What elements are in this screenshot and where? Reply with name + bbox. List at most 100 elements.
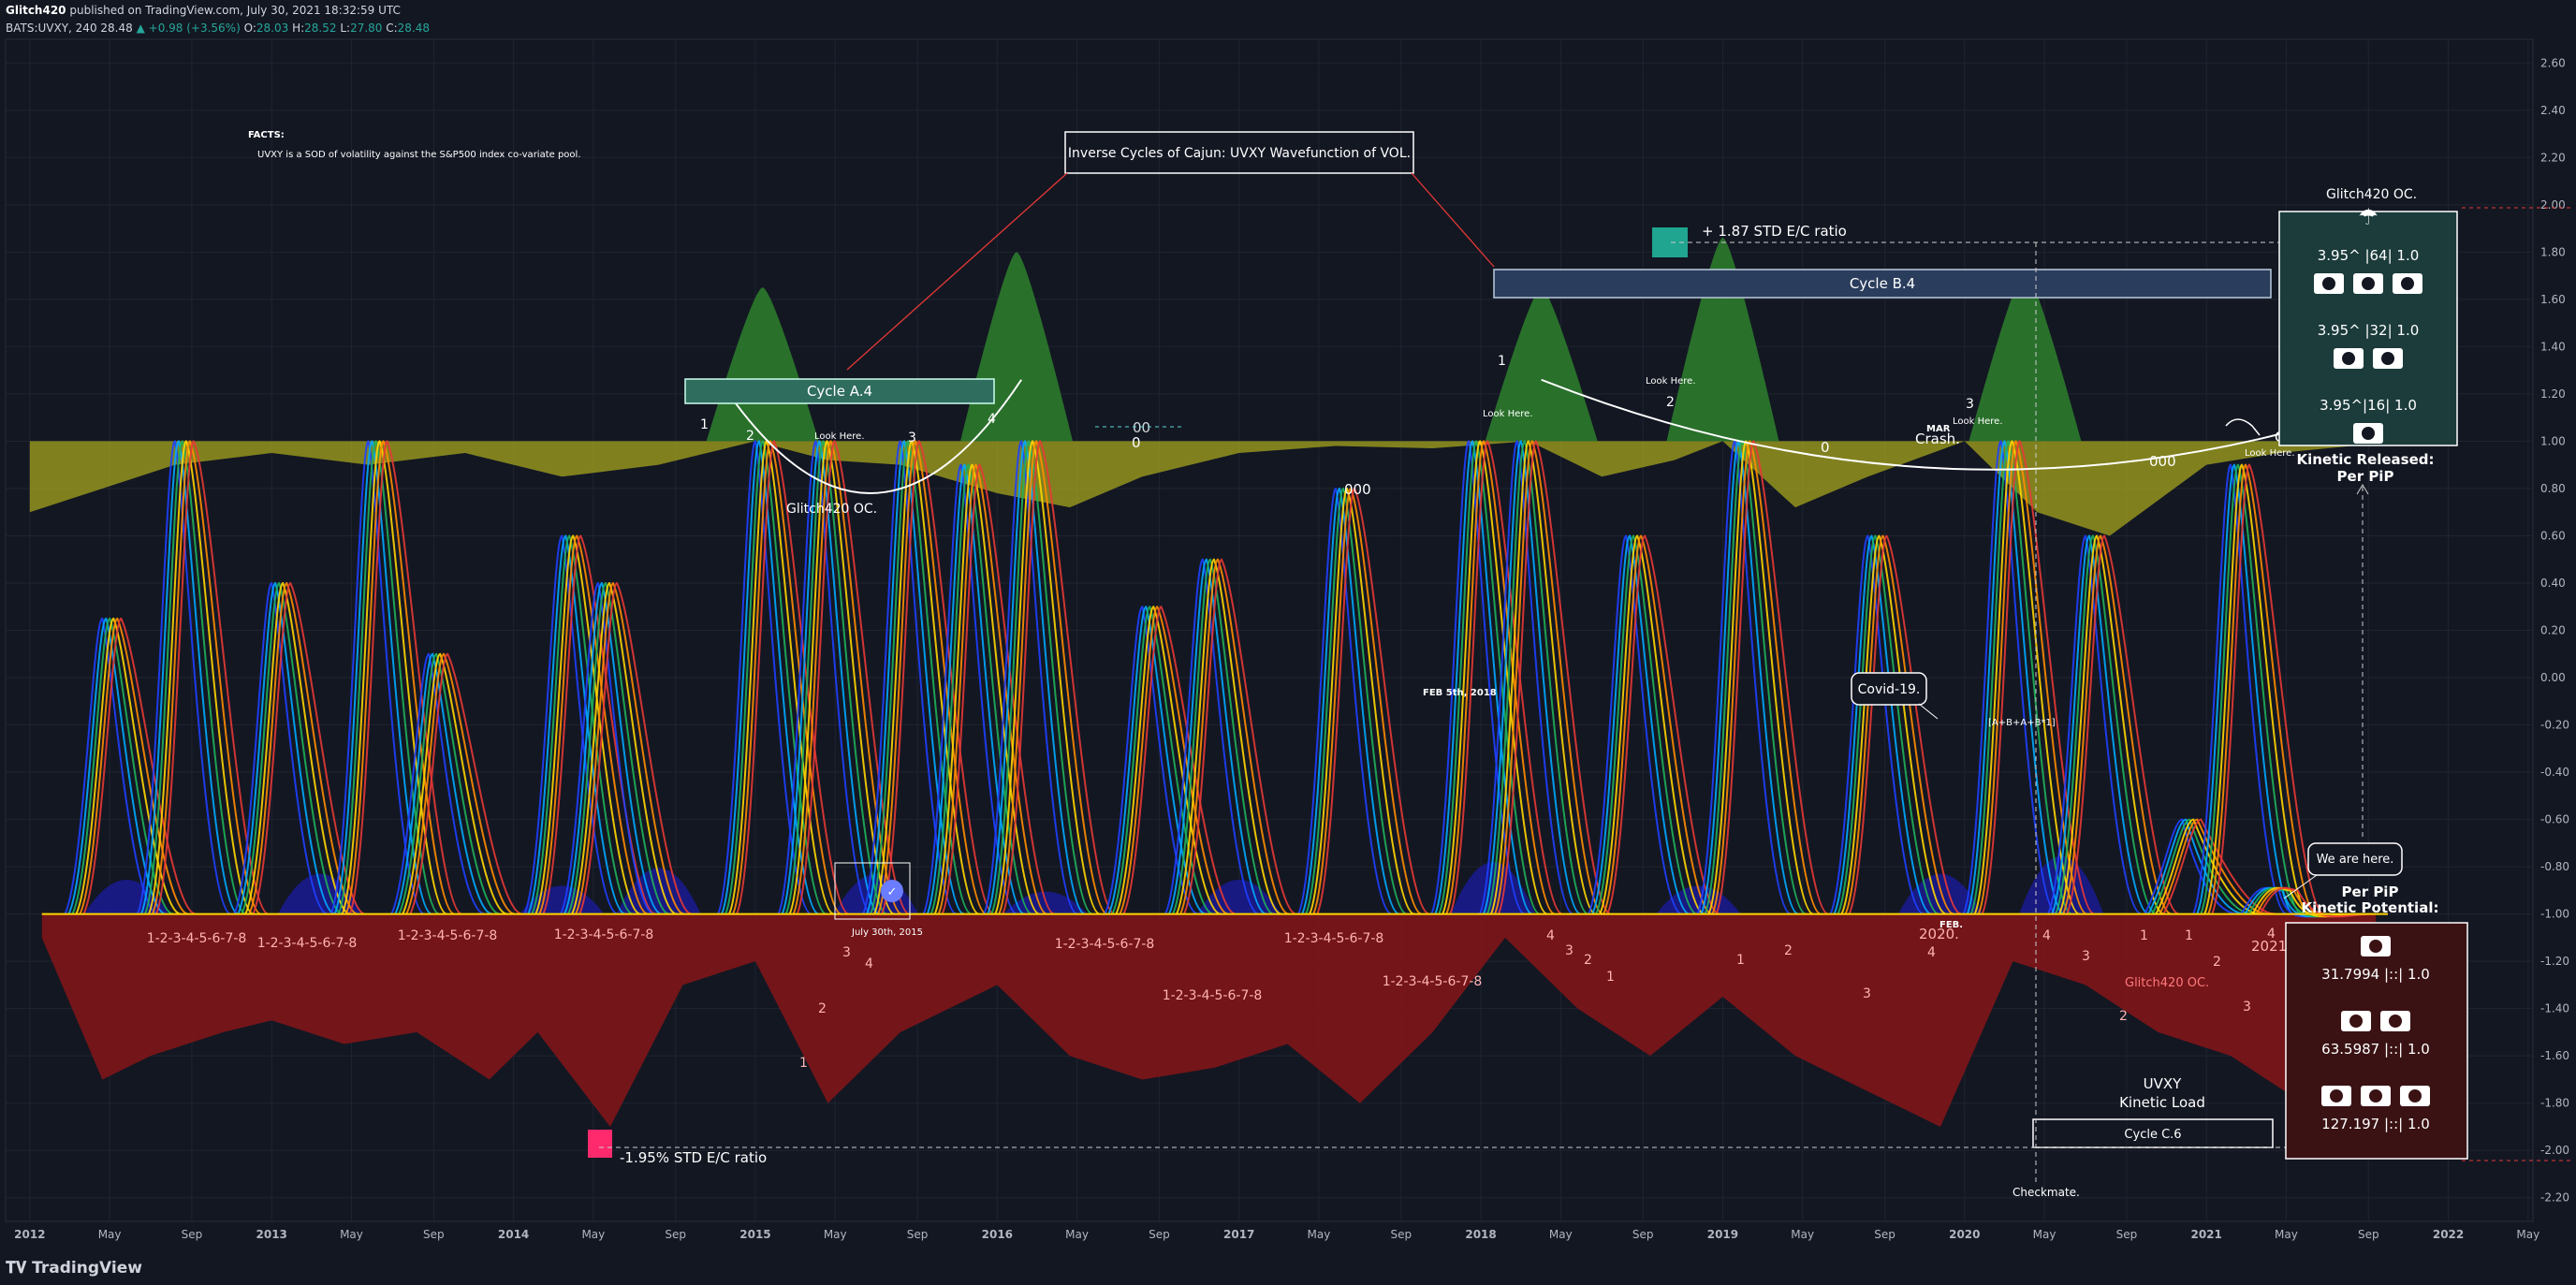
y-tick-label: -0.20 [2540, 719, 2569, 732]
spike-line [1833, 534, 1932, 915]
spike-line [1603, 534, 1713, 915]
per-pip-label: Per PiP [2342, 883, 2399, 900]
cycle-number-label: 1 [700, 417, 709, 432]
spike-line [575, 581, 685, 915]
spike-line [1707, 440, 1814, 915]
spike-line [244, 581, 351, 915]
y-axis[interactable]: 2.60 2.40 2.20 2.00 1.80 1.60 1.40 1.20 1.00 0.80… [2540, 56, 2569, 1204]
open-value: 28.03 [256, 22, 289, 35]
spike-line [998, 440, 1108, 915]
spike-line [877, 440, 988, 915]
author-name[interactable]: Glitch420 [6, 4, 66, 17]
cash-icon-coin [2401, 277, 2414, 290]
x-tick-label: 2015 [739, 1228, 770, 1241]
last-price: 28.48 [100, 22, 133, 35]
spike-line [1977, 440, 2088, 915]
symbol-label[interactable]: BATS:UVXY, 240 [6, 22, 97, 35]
cycle-number-label: 3 [908, 431, 916, 445]
cash-icon-coin [2362, 277, 2375, 290]
spike-line [564, 581, 663, 915]
kinetic-potential-value: 63.5987 |::| 1.0 [2321, 1041, 2430, 1058]
connector-line [846, 172, 1068, 371]
spike-line [2058, 534, 2165, 915]
y-tick-label: 0.60 [2540, 529, 2566, 542]
covid-callout [1851, 672, 1927, 706]
cycle-number-label: 4 [1927, 945, 1936, 960]
x-tick-label: 2021 [2190, 1228, 2221, 1241]
kinetic-potential-value: 31.7994 |::| 1.0 [2321, 966, 2430, 983]
spike-line [1111, 606, 1214, 915]
red-oscillator-area [41, 913, 2377, 1127]
spike-line [1122, 606, 1237, 915]
cycle-number-label: 2 [1784, 943, 1793, 958]
blue-mound [1897, 873, 1983, 914]
y-tick-label: -0.40 [2540, 766, 2569, 779]
umbrella-icon: ☂ [2358, 204, 2378, 230]
spike-line [937, 463, 1048, 915]
spike-line [724, 440, 827, 915]
cycle-number-label: 3 [842, 945, 851, 960]
spike-line [571, 581, 678, 915]
spike-line [248, 581, 359, 915]
cycle-number-label: 1 [799, 1056, 808, 1071]
spike-line [2151, 818, 2254, 915]
price-change: ▲ +0.98 (+3.56%) [136, 22, 241, 35]
spike-line [1829, 534, 1925, 915]
x-axis[interactable]: 2012 May Sep 2013 May Sep 2014 May Sep 2015 May Sep… [14, 1228, 2539, 1241]
y-tick-label: 1.80 [2540, 245, 2566, 258]
blue-mound [2019, 855, 2104, 914]
kinetic-released-panel [2278, 211, 2458, 446]
glitch-oc-label: Glitch420 OC. [786, 502, 877, 517]
sequence-label: 1-2-3-4-5-6-7-8 [554, 927, 654, 942]
spike-line [1606, 534, 1720, 915]
cycle-number-label: 3 [2243, 1000, 2251, 1015]
annotations-layer[interactable]: Cycle A.4 Cycle B.4 Cycle C.6 Inverse Cycle… [147, 130, 2574, 1199]
kinetic-load-label: Kinetic Load [2119, 1094, 2205, 1111]
sequence-label: 1-2-3-4-5-6-7-8 [1163, 988, 1263, 1003]
y-tick-label: 2.20 [2540, 151, 2566, 164]
we-are-here-callout [2307, 842, 2403, 876]
spike-line [1445, 440, 1556, 915]
high-label: H: [292, 22, 305, 35]
crash-label: Crash. [1915, 431, 1960, 447]
cycle-number-label: 2 [1584, 953, 1592, 968]
y-tick-label: 1.60 [2540, 293, 2566, 306]
cycle-number-label: 3 [1565, 943, 1573, 958]
spike-line [870, 440, 973, 915]
close-label: C: [386, 22, 398, 35]
cycle-c-label: Cycle C.6 [2124, 1128, 2181, 1142]
title-box-box [1064, 131, 1414, 174]
publish-info: published on TradingView.com, July 30, 2… [69, 4, 401, 17]
facts-title: FACTS: [248, 130, 285, 140]
cycle-arc [718, 379, 1023, 494]
look-here-label: Look Here. [1483, 409, 1533, 419]
look-here-label: Look Here. [1646, 376, 1696, 387]
cash-icon-coin [2349, 1015, 2363, 1028]
x-tick-label: Sep [1149, 1228, 1170, 1241]
y-tick-label: 2.40 [2540, 104, 2566, 117]
spike-line [2211, 463, 2325, 915]
kinetic-potential-value: 127.197 |::| 1.0 [2321, 1116, 2430, 1132]
low-value: 27.80 [350, 22, 383, 35]
arrow-head [2356, 484, 2369, 495]
spike-line [534, 534, 641, 915]
std-down-label: -1.95% STD E/C ratio [620, 1149, 767, 1166]
x-tick-label: May [2275, 1228, 2298, 1241]
cash-icon-coin [2369, 940, 2382, 953]
tradingview-brand[interactable]: 𝐓𝐕 TradingView [6, 1259, 142, 1278]
x-tick-label: May [581, 1228, 605, 1241]
x-tick-label: May [2516, 1228, 2539, 1241]
x-tick-label: May [1308, 1228, 1331, 1241]
spike-line [2147, 818, 2247, 915]
spike-line [1486, 440, 1589, 915]
sequence-label: 1-2-3-4-5-6-7-8 [257, 936, 358, 951]
cycle-number-label: 4 [2042, 928, 2051, 943]
connector-line [1411, 172, 1495, 268]
x-tick-label: May [98, 1228, 122, 1241]
spike-line [873, 440, 980, 915]
spike-line [1591, 534, 1690, 915]
look-here-label: Look Here. [1953, 416, 2003, 427]
spike-line [1438, 440, 1541, 915]
sequence-label: 1-2-3-4-5-6-7-8 [147, 931, 247, 946]
